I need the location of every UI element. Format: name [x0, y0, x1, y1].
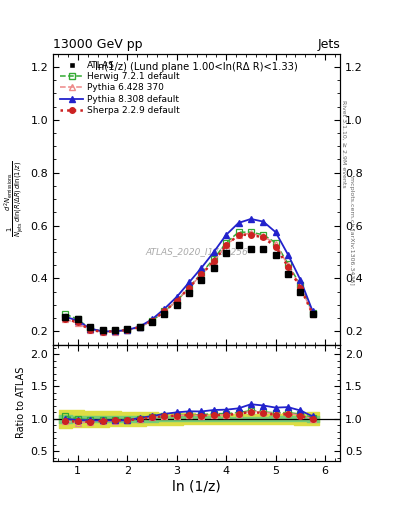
Text: mcplots.cern.ch [arXiv:1306.3436]: mcplots.cern.ch [arXiv:1306.3436]	[349, 176, 354, 285]
Text: ln(1/z) (Lund plane 1.00<ln(RΔ R)<1.33): ln(1/z) (Lund plane 1.00<ln(RΔ R)<1.33)	[95, 62, 298, 73]
Text: 13000 GeV pp: 13000 GeV pp	[53, 38, 143, 51]
Text: Rivet 3.1.10, ≥ 2.9M events: Rivet 3.1.10, ≥ 2.9M events	[342, 99, 346, 187]
Y-axis label: $\frac{1}{N_\mathrm{jets}}\frac{d^2N_\mathrm{emissions}}{d\ln(R/\Delta R)\,d\ln(: $\frac{1}{N_\mathrm{jets}}\frac{d^2N_\ma…	[3, 161, 26, 238]
Y-axis label: Ratio to ATLAS: Ratio to ATLAS	[16, 367, 26, 438]
X-axis label: ln (1/z): ln (1/z)	[172, 480, 221, 494]
Legend: ATLAS, Herwig 7.2.1 default, Pythia 6.428 370, Pythia 8.308 default, Sherpa 2.2.: ATLAS, Herwig 7.2.1 default, Pythia 6.42…	[57, 58, 183, 118]
Text: Jets: Jets	[317, 38, 340, 51]
Text: ATLAS_2020_I1790256: ATLAS_2020_I1790256	[145, 247, 248, 256]
